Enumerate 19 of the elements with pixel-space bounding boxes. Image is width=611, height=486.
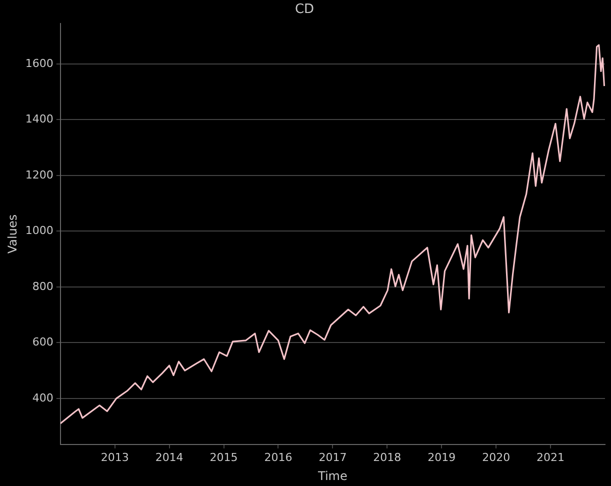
y-tick-label: 1400 <box>25 112 54 126</box>
x-tick-label: 2020 <box>482 450 510 464</box>
x-axis-title: Time <box>317 468 348 483</box>
x-tick-label: 2017 <box>318 450 347 464</box>
x-tick-label: 2015 <box>210 450 238 464</box>
x-tick-label: 2021 <box>536 450 565 464</box>
x-tick-label: 2013 <box>100 450 129 464</box>
y-axis-title: Values <box>5 214 20 254</box>
x-tick-label: 2016 <box>264 450 292 464</box>
x-tick-label: 2014 <box>155 450 184 464</box>
x-tick-label: 2019 <box>428 450 456 464</box>
y-tick-label: 1200 <box>25 168 54 182</box>
chart-title: CD <box>294 2 314 18</box>
y-tick-label: 800 <box>32 280 54 293</box>
y-tick-label: 1600 <box>25 56 54 70</box>
y-tick-label: 1000 <box>25 224 54 238</box>
x-tick-label: 2018 <box>373 450 402 464</box>
y-tick-label: 600 <box>32 336 54 349</box>
y-tick-label: 400 <box>32 391 54 404</box>
